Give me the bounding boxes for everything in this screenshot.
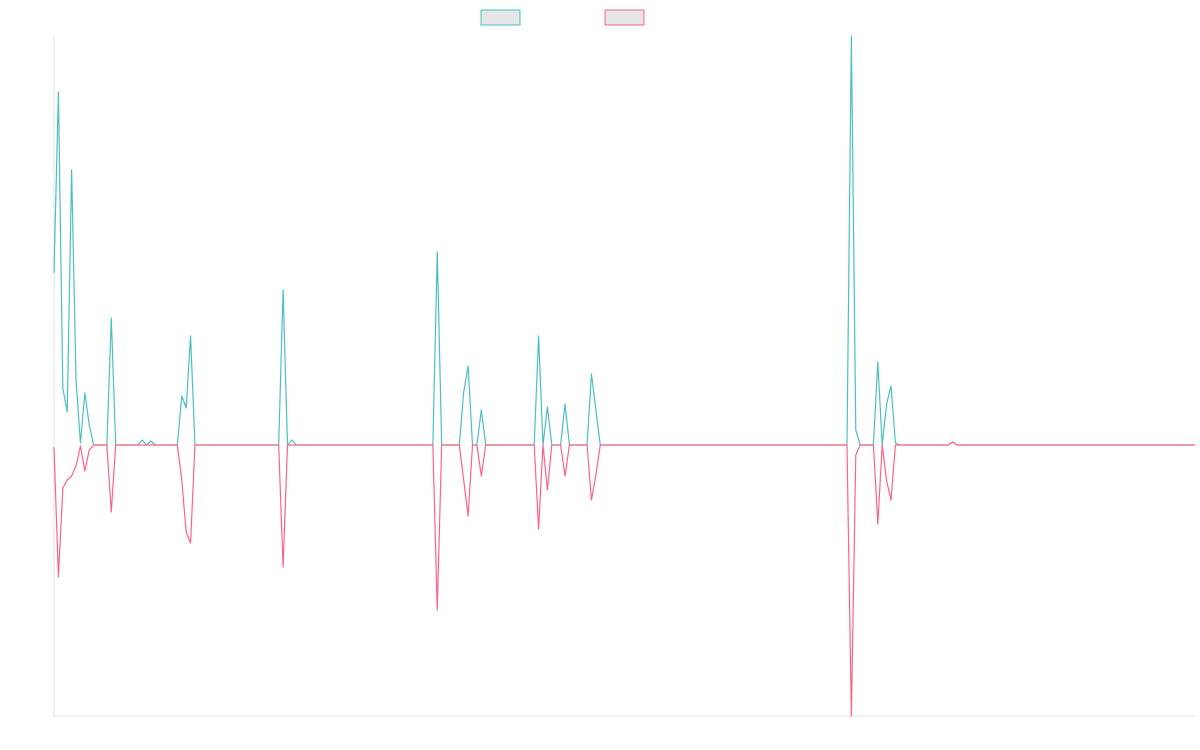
legend-swatch	[480, 9, 521, 26]
series-line	[53, 441, 1195, 717]
legend-swatch	[604, 9, 645, 26]
series-line	[53, 35, 1195, 446]
